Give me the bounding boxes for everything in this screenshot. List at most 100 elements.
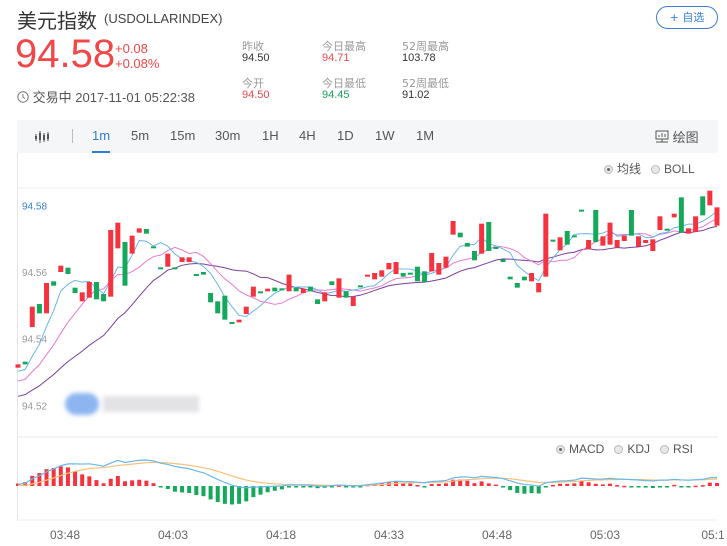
y-tick-label: 94.52 xyxy=(22,401,47,412)
macd-histogram-bar xyxy=(151,483,156,486)
candle xyxy=(700,196,706,216)
macd-histogram-bar xyxy=(44,469,49,486)
macd-histogram-bar xyxy=(558,483,563,486)
change-percent: +0.08% xyxy=(115,56,160,71)
legend-label: BOLL xyxy=(664,162,695,176)
candle xyxy=(93,282,99,300)
candle xyxy=(450,221,456,235)
dea-line xyxy=(17,461,718,487)
candle xyxy=(265,288,271,292)
radio-icon[interactable] xyxy=(604,165,613,174)
macd-histogram-bar xyxy=(593,483,598,486)
legend-option-kdj[interactable]: KDJ xyxy=(614,442,650,456)
candle xyxy=(678,197,684,233)
candle xyxy=(600,236,606,246)
radio-icon[interactable] xyxy=(651,165,661,174)
candle xyxy=(222,295,228,320)
candle xyxy=(193,274,199,276)
draw-button[interactable]: 绘图 xyxy=(655,127,699,146)
candle xyxy=(493,247,499,249)
macd-histogram-bar xyxy=(279,486,284,490)
macd-histogram-bar xyxy=(222,486,227,504)
candle xyxy=(236,319,242,323)
draw-chart-icon xyxy=(655,130,669,143)
stat-label: 今日最低 xyxy=(322,77,366,90)
x-tick-label: 04:18 xyxy=(266,528,296,542)
tab-15m[interactable]: 15m xyxy=(170,128,196,143)
macd-histogram-bar xyxy=(287,486,292,488)
macd-histogram-bar xyxy=(536,486,541,494)
radio-icon[interactable] xyxy=(556,445,565,454)
macd-histogram-bar xyxy=(579,480,584,486)
legend-option-rsi[interactable]: RSI xyxy=(660,442,693,456)
macd-histogram-bar xyxy=(229,486,234,505)
add-to-watchlist-button[interactable]: + 自选 xyxy=(656,6,718,29)
candle xyxy=(550,239,556,242)
legend-option-均线[interactable]: 均线 xyxy=(604,162,641,176)
legend-option-macd[interactable]: MACD xyxy=(556,442,604,456)
candle xyxy=(136,228,142,233)
candle xyxy=(407,272,413,275)
candle xyxy=(707,190,713,206)
stat-value: 91.02 xyxy=(402,89,430,101)
candle xyxy=(628,210,634,236)
tab-1W[interactable]: 1W xyxy=(375,128,395,143)
tab-1H[interactable]: 1H xyxy=(262,128,279,143)
x-tick-label: 04:03 xyxy=(158,528,188,542)
macd-histogram-bar xyxy=(422,486,427,488)
tab-30m[interactable]: 30m xyxy=(215,128,241,143)
candle xyxy=(343,291,349,298)
candle xyxy=(578,209,584,212)
macd-histogram-bar xyxy=(493,484,498,487)
candle xyxy=(108,230,114,297)
stat-label: 52周最高 xyxy=(402,40,449,53)
macd-histogram-bar xyxy=(443,483,448,486)
macd-histogram-bar xyxy=(272,486,277,491)
candle xyxy=(243,306,249,314)
quote-datetime: 2017-11-01 05:22:38 xyxy=(75,90,196,105)
macd-histogram-bar xyxy=(401,482,406,486)
candle xyxy=(29,306,35,327)
toolbar-divider xyxy=(72,129,73,143)
candle xyxy=(229,322,235,324)
radio-icon[interactable] xyxy=(614,445,624,454)
candle xyxy=(250,286,256,297)
macd-histogram-bar xyxy=(479,481,484,486)
radio-icon[interactable] xyxy=(660,445,670,454)
current-price: 94.58 xyxy=(15,32,116,76)
tab-5m[interactable]: 5m xyxy=(131,128,150,143)
tab-4H[interactable]: 4H xyxy=(299,128,316,143)
macd-histogram-bar xyxy=(436,483,441,486)
candle xyxy=(79,292,85,302)
macd-histogram-bar xyxy=(451,479,456,486)
macd-histogram-bar xyxy=(144,480,149,486)
candlestick-type-icon[interactable] xyxy=(34,130,50,144)
macd-histogram-bar xyxy=(73,471,78,486)
candle xyxy=(443,256,449,268)
tab-1m[interactable]: 1m xyxy=(92,128,111,153)
macd-histogram-bar xyxy=(165,486,170,490)
candle xyxy=(272,287,278,292)
legend-option-boll[interactable]: BOLL xyxy=(651,162,695,176)
macd-histogram-bar xyxy=(679,486,684,488)
candle xyxy=(507,276,513,280)
candle xyxy=(258,291,264,294)
candle xyxy=(514,283,520,288)
tab-1M[interactable]: 1M xyxy=(416,128,435,143)
macd-histogram-bar xyxy=(294,486,299,488)
candle xyxy=(685,228,691,234)
tab-1D[interactable]: 1D xyxy=(337,128,354,143)
candle xyxy=(386,263,392,270)
macd-histogram-bar xyxy=(572,483,577,486)
macd-histogram-bar xyxy=(657,486,662,488)
stat-label: 今日最高 xyxy=(322,40,366,53)
macd-histogram-bar xyxy=(465,480,470,486)
candle xyxy=(286,274,292,292)
macd-histogram-bar xyxy=(30,475,35,486)
macd-histogram-bar xyxy=(308,486,313,488)
macd-histogram-bar xyxy=(486,483,491,486)
macd-histogram-bar xyxy=(122,481,127,486)
stat-label: 昨收 xyxy=(242,40,264,53)
macd-histogram-bar xyxy=(344,486,349,488)
